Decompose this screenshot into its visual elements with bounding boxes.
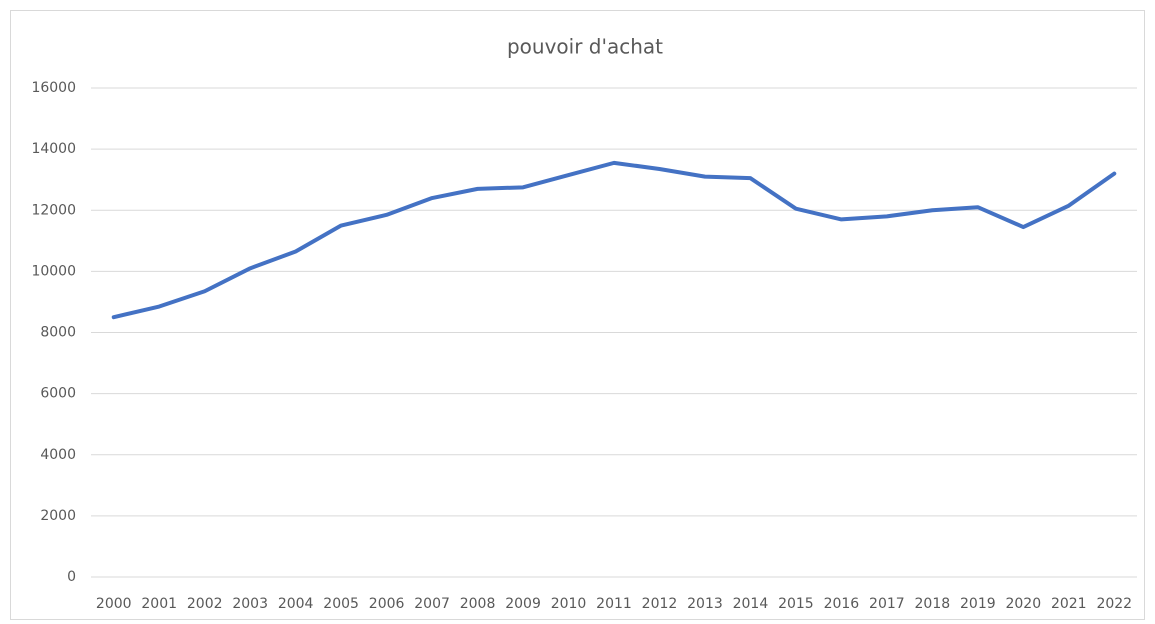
x-tick-label: 2012 — [642, 596, 678, 612]
y-tick-label: 6000 — [40, 386, 76, 402]
x-tick-label: 2007 — [414, 596, 450, 612]
x-tick-label: 2006 — [369, 596, 405, 612]
x-tick-label: 2004 — [278, 596, 314, 612]
x-tick-label: 2003 — [232, 596, 268, 612]
x-tick-label: 2015 — [778, 596, 814, 612]
y-tick-label: 8000 — [40, 325, 76, 341]
chart-frame — [10, 10, 1145, 620]
y-tick-label: 10000 — [31, 263, 76, 279]
y-tick-label: 16000 — [31, 80, 76, 96]
x-tick-label: 2020 — [1005, 596, 1041, 612]
y-tick-label: 14000 — [31, 141, 76, 157]
x-tick-label: 2014 — [733, 596, 769, 612]
y-tick-label: 4000 — [40, 447, 76, 463]
y-tick-label: 2000 — [40, 508, 76, 524]
x-tick-label: 2021 — [1051, 596, 1087, 612]
x-tick-label: 2016 — [824, 596, 860, 612]
y-tick-label: 0 — [67, 569, 76, 585]
x-tick-label: 2008 — [460, 596, 496, 612]
x-tick-label: 2019 — [960, 596, 996, 612]
x-tick-label: 2010 — [551, 596, 587, 612]
line-series — [111, 160, 1117, 320]
x-tick-label: 2002 — [187, 596, 223, 612]
chart-title: pouvoir d'achat — [507, 35, 663, 59]
x-tick-label: 2011 — [596, 596, 632, 612]
x-tick-label: 2005 — [323, 596, 359, 612]
x-tick-label: 2017 — [869, 596, 905, 612]
x-tick-label: 2022 — [1096, 596, 1132, 612]
x-tick-label: 2018 — [915, 596, 951, 612]
x-tick-label: 2001 — [141, 596, 177, 612]
x-tick-label: 2009 — [505, 596, 541, 612]
x-tick-label: 2000 — [96, 596, 132, 612]
y-tick-label: 12000 — [31, 202, 76, 218]
x-tick-label: 2013 — [687, 596, 723, 612]
